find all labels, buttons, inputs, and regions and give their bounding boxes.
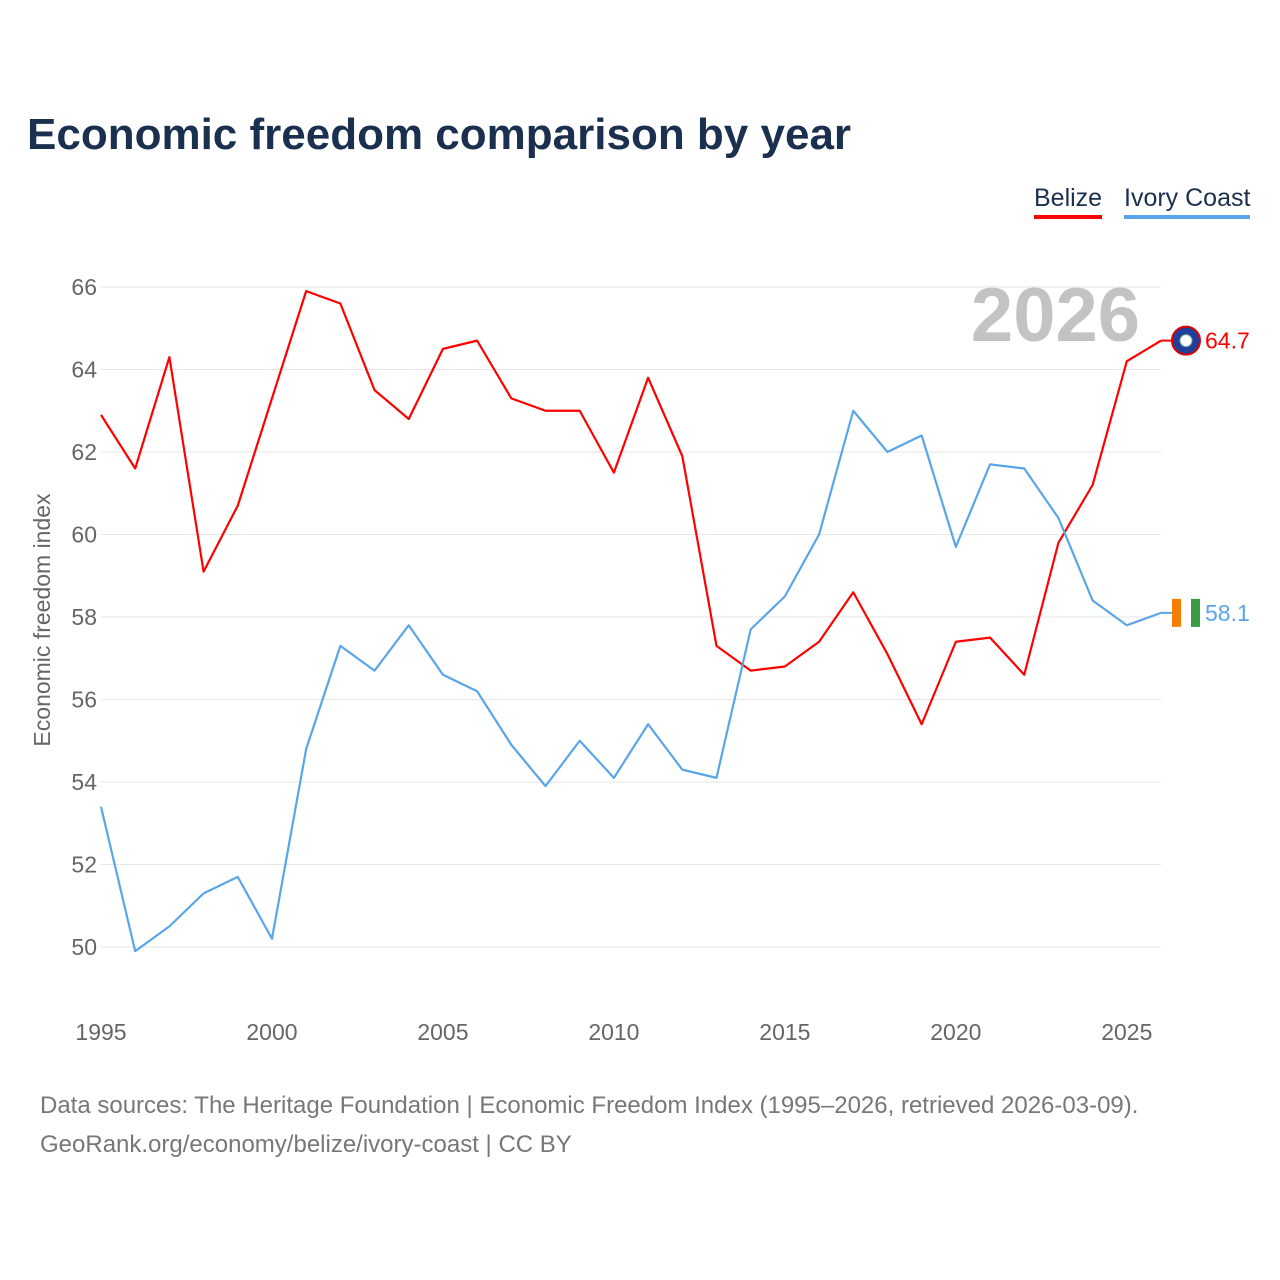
y-tick-label: 50: [71, 934, 97, 960]
x-tick-label: 2020: [930, 1019, 981, 1045]
end-value-label: 64.7: [1205, 328, 1250, 354]
x-tick-label: 1995: [75, 1019, 126, 1045]
y-tick-label: 56: [71, 687, 97, 713]
source-text: Data sources: The Heritage Foundation | …: [40, 1092, 1139, 1119]
x-tick-label: 2025: [1101, 1019, 1152, 1045]
x-tick-label: 2005: [417, 1019, 468, 1045]
y-axis-label: Economic freedom index: [29, 493, 55, 747]
legend-belize[interactable]: Belize: [1034, 184, 1103, 219]
y-tick-label: 54: [71, 769, 97, 795]
ivory-coast-flag-green: [1191, 598, 1200, 627]
year-watermark: 2026: [971, 273, 1140, 358]
x-tick-label: 2010: [588, 1019, 639, 1045]
y-tick-label: 58: [71, 604, 97, 630]
legend-ivory-coast[interactable]: Ivory Coast: [1124, 184, 1251, 219]
y-tick-label: 60: [71, 522, 97, 548]
y-tick-label: 62: [71, 439, 97, 465]
y-tick-label: 66: [71, 274, 97, 300]
footer: Data sources: The Heritage Foundation | …: [40, 1086, 1138, 1164]
x-tick-label: 2015: [759, 1019, 810, 1045]
end-value-label: 58.1: [1205, 600, 1250, 626]
y-tick-label: 52: [71, 852, 97, 878]
series-line-belize: [100, 290, 1162, 726]
x-tick-label: 2000: [246, 1019, 297, 1045]
series-line-ivory-coast: [99, 409, 1162, 953]
y-tick-label: 64: [71, 357, 97, 383]
chart-title: Economic freedom comparison by year: [27, 110, 852, 159]
ivory-coast-flag-orange: [1172, 598, 1181, 627]
belize-flag-emblem: [1179, 334, 1193, 348]
ivory-coast-flag-white: [1181, 598, 1191, 627]
attribution-link[interactable]: GeoRank.org/economy/belize/ivory-coast |…: [40, 1131, 572, 1158]
